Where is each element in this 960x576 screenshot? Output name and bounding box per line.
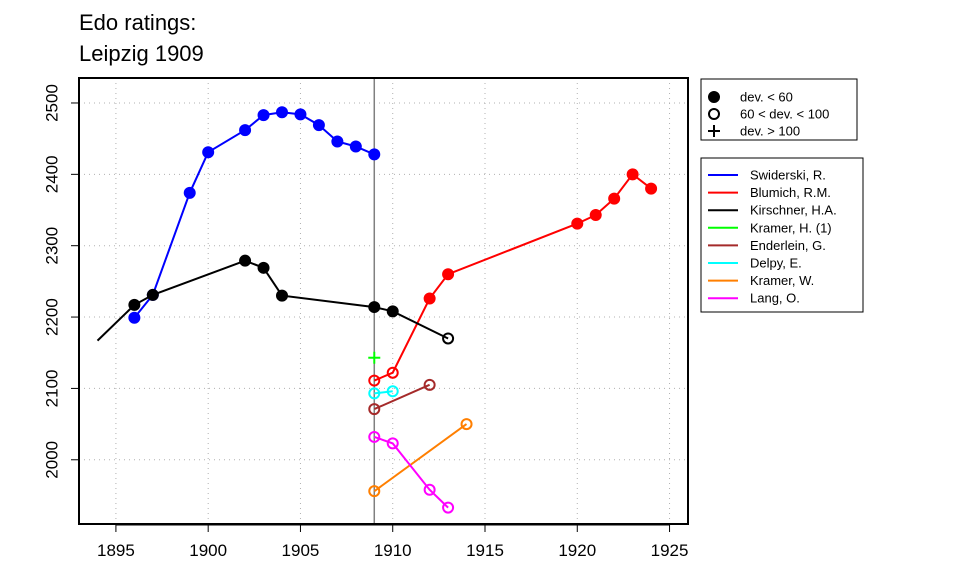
y-tick-label: 2200: [42, 298, 61, 336]
y-tick-label: 2400: [42, 155, 61, 193]
marker-legend-label: 60 < dev. < 100: [740, 107, 829, 122]
data-point: [349, 140, 362, 153]
data-point: [202, 146, 215, 159]
data-point: [257, 109, 270, 122]
data-point: [128, 311, 141, 324]
data-point: [239, 124, 252, 137]
marker-legend-symbol: [708, 125, 720, 137]
series-4: [368, 378, 436, 416]
marker-legend: dev. < 60 60 < dev. < 100 dev. > 100: [700, 78, 858, 141]
data-point: [368, 430, 381, 443]
series-line: [373, 383, 431, 411]
x-tick-label: 1920: [558, 541, 596, 560]
series-5: [368, 385, 399, 400]
series-2: [96, 254, 455, 345]
x-tick-label: 1915: [466, 541, 504, 560]
series-legend-label: Kramer, H. (1): [750, 220, 832, 235]
series-line: [96, 259, 449, 342]
data-point: [368, 301, 381, 314]
data-point: [423, 292, 436, 305]
data-point: [645, 182, 658, 195]
series-1: [368, 168, 658, 387]
data-point: [442, 332, 455, 345]
data-point: [386, 366, 399, 379]
series-legend-label: Blumich, R.M.: [750, 185, 831, 200]
series-line: [373, 423, 468, 493]
series-legend: Swiderski, R. Blumich, R.M. Kirschner, H.A…: [700, 157, 864, 313]
series-legend-label: Kramer, W.: [750, 273, 814, 288]
plot-frame: [78, 77, 689, 525]
data-point: [608, 192, 621, 205]
marker-legend-label: dev. < 60: [740, 90, 793, 105]
data-point: [626, 168, 639, 181]
data-point: [589, 209, 602, 222]
data-point: [442, 501, 455, 514]
x-tick-label: 1895: [97, 541, 135, 560]
grid: [79, 78, 688, 524]
data-point: [276, 106, 288, 119]
x-tick-label: 1925: [651, 541, 689, 560]
marker-legend-box: [700, 78, 858, 141]
data-point: [239, 254, 252, 267]
data-point: [423, 483, 436, 496]
data-point: [442, 268, 455, 281]
data-point: [386, 385, 399, 398]
chart-title-line-1: Edo ratings:: [79, 10, 196, 35]
data-point: [386, 305, 399, 318]
x-tick-label: 1900: [189, 541, 227, 560]
data-point: [183, 186, 196, 199]
y-axis: 2000 2100 2200 2300 2400 2500: [42, 84, 79, 479]
data-point: [146, 288, 159, 301]
x-tick-label: 1905: [282, 541, 320, 560]
series-7: [368, 430, 455, 514]
marker-legend-label: dev. > 100: [740, 124, 800, 139]
y-tick-label: 2100: [42, 370, 61, 408]
series-3: [368, 351, 381, 364]
data-point: [423, 378, 436, 391]
data-point: [276, 289, 288, 302]
x-axis: 1895 1900 1905 1910 1915 1920 1925: [97, 524, 688, 560]
series-legend-box: [700, 157, 864, 313]
chart-title-line-2: Leipzig 1909: [79, 41, 204, 66]
data-point: [128, 298, 141, 311]
data-point: [368, 485, 381, 498]
x-tick-label: 1910: [374, 541, 412, 560]
series-legend-label: Enderlein, G.: [750, 238, 826, 253]
data-point: [368, 148, 381, 161]
data-point: [294, 108, 307, 121]
series-line: [373, 172, 652, 382]
series-line: [373, 435, 449, 509]
data-point: [331, 135, 344, 148]
marker-legend-symbol: [708, 91, 720, 103]
series-line: [374, 390, 393, 395]
series-legend-label: Lang, O.: [750, 291, 800, 306]
data-point: [312, 119, 325, 132]
y-tick-label: 2300: [42, 227, 61, 265]
data-point: [386, 437, 399, 450]
series-legend-label: Swiderski, R.: [750, 168, 826, 183]
series-layer: [96, 106, 658, 514]
data-point: [460, 418, 473, 431]
series-legend-label: Kirschner, H.A.: [750, 203, 837, 218]
data-point: [257, 261, 270, 274]
data-point: [571, 217, 584, 230]
data-point: [368, 351, 381, 364]
series-legend-label: Delpy, E.: [750, 256, 802, 271]
data-point: [368, 387, 381, 400]
data-point: [368, 403, 381, 416]
series-6: [368, 418, 473, 498]
y-tick-label: 2500: [42, 84, 61, 122]
y-tick-label: 2000: [42, 441, 61, 479]
data-point: [368, 374, 381, 387]
marker-legend-symbol: [708, 108, 720, 120]
